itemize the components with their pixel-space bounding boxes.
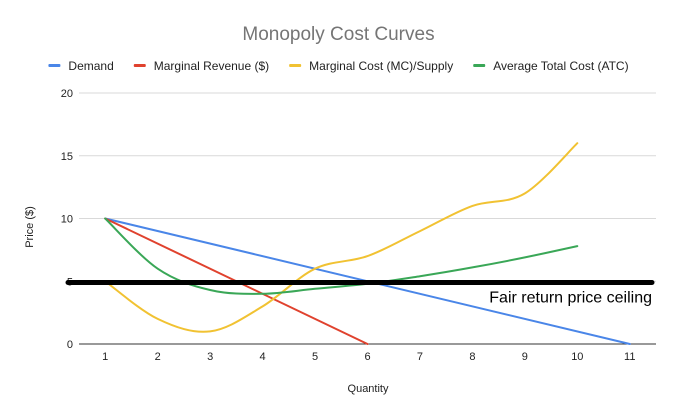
x-tick-label: 3	[207, 351, 213, 363]
x-axis-label: Quantity	[348, 383, 389, 395]
legend-swatch	[133, 64, 146, 67]
x-tick-label: 7	[417, 351, 423, 363]
x-tick-label: 5	[312, 351, 318, 363]
legend-item-marginal-cost-mc-supply: Marginal Cost (MC)/Supply	[289, 59, 453, 73]
y-tick-label: 0	[67, 339, 73, 351]
price-ceiling-label: Fair return price ceiling	[489, 290, 652, 307]
legend-swatch	[289, 64, 302, 67]
x-tick-label: 10	[571, 351, 583, 363]
x-tick-label: 2	[155, 351, 161, 363]
series-line-marginal-cost-mc-supply	[104, 142, 579, 333]
x-tick-label: 11	[624, 351, 635, 363]
legend-label: Marginal Cost (MC)/Supply	[309, 59, 453, 73]
y-tick-label: 10	[61, 214, 73, 226]
x-tick-label: 8	[469, 351, 475, 363]
x-tick-label: 9	[522, 351, 528, 363]
legend-item-demand: Demand	[48, 59, 114, 73]
legend-item-average-total-cost-atc: Average Total Cost (ATC)	[473, 59, 629, 73]
y-axis-ticks: 05101520	[61, 88, 73, 351]
legend-item-marginal-revenue: Marginal Revenue ($)	[133, 59, 269, 73]
x-axis-ticks: 1 2 3 4 5 6 7 8 9 10 11	[102, 351, 635, 363]
legend-label: Demand	[68, 59, 113, 73]
legend-label: Marginal Revenue ($)	[154, 59, 269, 73]
y-tick-label: 15	[61, 151, 73, 163]
x-tick-label: 6	[364, 351, 370, 363]
legend-swatch	[473, 64, 486, 67]
annotations: Fair return price ceiling	[65, 280, 655, 307]
x-tick-label: 1	[102, 351, 108, 363]
y-tick-label: 20	[61, 88, 73, 100]
chart-title: Monopoly Cost Curves	[242, 24, 434, 45]
legend: Demand Marginal Revenue ($) Marginal Cost …	[48, 59, 629, 73]
y-axis-label: Price ($)	[24, 206, 36, 248]
series-lines	[104, 142, 631, 345]
legend-swatch	[48, 64, 61, 67]
x-tick-label: 4	[260, 351, 266, 363]
legend-label: Average Total Cost (ATC)	[493, 59, 628, 73]
